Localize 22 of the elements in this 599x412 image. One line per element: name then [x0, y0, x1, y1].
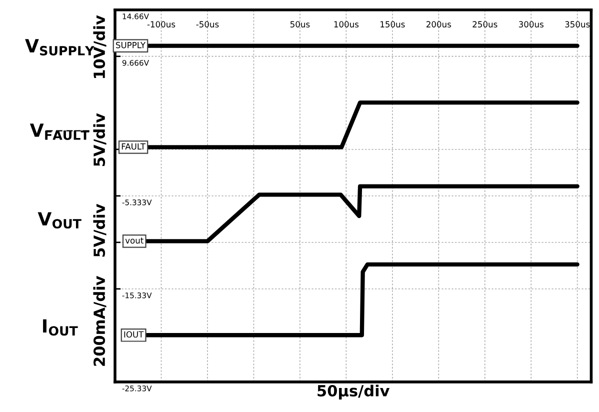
text: I$_{OUT}$	[43, 319, 78, 336]
text: 5V/div	[93, 113, 106, 166]
x-tick-label: -50us	[196, 21, 219, 28]
text: V$_{SUPPLY}$	[25, 39, 94, 56]
x-tick-label: 300us	[518, 21, 544, 28]
legend-label: FAULT	[122, 143, 146, 150]
x-tick-label: -100us	[147, 21, 176, 28]
text: V$_{OUT}$	[38, 212, 82, 229]
x-tick-label: 200us	[426, 21, 451, 28]
x-tick-label: 150us	[380, 21, 405, 28]
x-tick-label: 250us	[472, 21, 498, 28]
series-label: IOUT	[124, 331, 144, 338]
series-label: SUPPLY	[116, 42, 146, 48]
text: 200mA/div	[93, 276, 106, 366]
x-axis-title: 50μs/div	[318, 384, 390, 400]
x-tick-label: 350us	[565, 21, 590, 28]
x-tick-label: 50us	[290, 21, 310, 28]
legend-label: vout	[125, 238, 144, 244]
text: 10V/div	[93, 15, 106, 78]
text: 5V/div	[93, 204, 106, 257]
x-tick-label: 100us	[334, 21, 359, 28]
text: V$_{F̅A̅U̅L̅T̅}$	[30, 124, 90, 140]
